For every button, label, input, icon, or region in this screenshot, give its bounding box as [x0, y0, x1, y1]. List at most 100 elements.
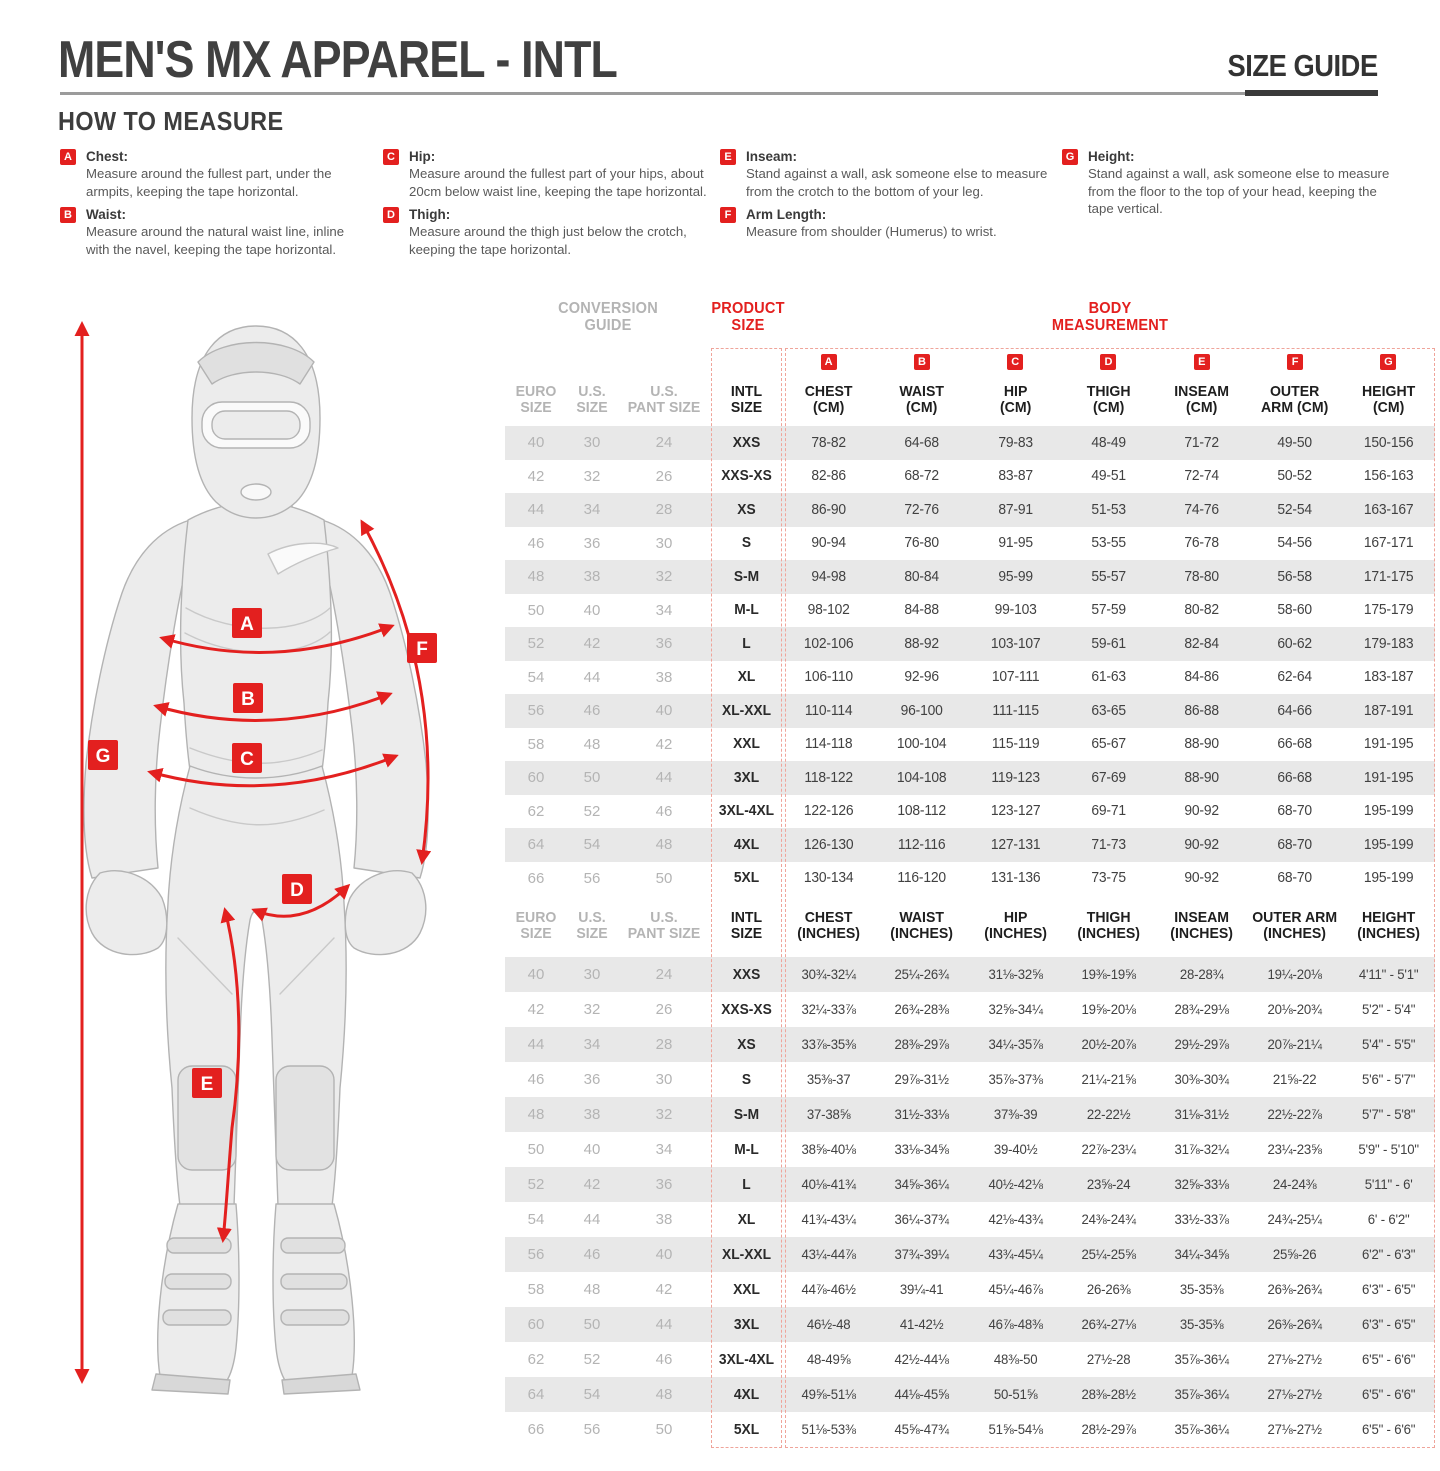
size-cell: 46½-48: [806, 1317, 851, 1332]
measure-item-body: Waist: Measure around the natural waist l…: [86, 206, 368, 258]
size-cell: 87-91: [997, 501, 1033, 518]
measure-item-text: Measure from shoulder (Humerus) to wrist…: [746, 224, 997, 239]
size-cell: 48: [583, 1281, 601, 1298]
size-cell: 195-199: [1363, 836, 1414, 853]
size-cell: L: [742, 635, 751, 652]
size-cell: 31⅛-32⅝: [988, 967, 1043, 982]
conversion-guide-header: CONVERSION GUIDE: [558, 300, 658, 334]
size-cell: 36¼-37¾: [894, 1212, 950, 1227]
size-cell: 6'5" - 6'6": [1361, 1387, 1416, 1402]
size-cell: 52: [583, 802, 601, 820]
size-cell: 43¼-44⅞: [801, 1247, 856, 1262]
inches-table-header: EURO SIZE U.S. SIZE U.S. PANT SIZE INTL SIZ…: [505, 895, 1435, 957]
size-cell: 123-127: [990, 803, 1040, 820]
boot-strap: [280, 1309, 350, 1326]
size-cell: 29⅞-31½: [894, 1072, 950, 1087]
size-cell: 26¾-27⅛: [1081, 1317, 1136, 1332]
size-cell: 40½-42⅛: [988, 1177, 1043, 1192]
size-row: 54 44 38 XL 106-110 92-96 107-111 61-63 84-86 62-…: [505, 661, 1435, 695]
size-cell: 38⅝-40⅛: [801, 1142, 856, 1157]
size-cell: 67-69: [1091, 769, 1126, 786]
size-cell: 171-175: [1363, 568, 1414, 585]
measure-item-label: Arm Length:: [746, 207, 827, 222]
size-cell: 42: [527, 467, 545, 485]
size-cell: 38: [655, 668, 673, 686]
size-cell: 46: [655, 802, 673, 820]
size-cell: 76-80: [904, 535, 940, 552]
size-row: 66 56 50 5XL 130-134 116-120 131-136 73-75 90-92…: [505, 862, 1435, 896]
header-rule: [60, 90, 1378, 96]
size-cell: 37-38⅝: [806, 1107, 851, 1122]
size-cell: 6'5" - 6'6": [1361, 1422, 1416, 1437]
figure-label-chest: [232, 608, 262, 638]
size-cell: 27½-28: [1086, 1352, 1131, 1367]
size-row: 60 50 44 3XL 46½-48 41-42½ 46⅞-48⅜ 26¾-27⅛ 35-35…: [505, 1307, 1435, 1342]
size-cell: 35⅞-37⅜: [988, 1072, 1043, 1087]
size-cell: 51⅝-54⅛: [988, 1422, 1043, 1437]
size-guide-label: SIZE GUIDE: [1227, 48, 1379, 83]
size-cell: 3XL-4XL: [718, 1351, 775, 1368]
column-header: EURO SIZE: [515, 908, 557, 942]
measure-letter-badge: A: [60, 149, 76, 165]
size-cell: 76-78: [1184, 535, 1220, 552]
measure-letter-badge: G: [1062, 149, 1078, 165]
figure-label-inseam: [192, 1068, 222, 1098]
size-cell: 46: [655, 1351, 673, 1368]
size-cell: 24: [655, 434, 673, 452]
size-cell: 20½-20⅞: [1081, 1037, 1136, 1052]
size-cell: 46: [527, 1071, 545, 1088]
size-cell: 65-67: [1091, 736, 1126, 753]
size-cell: 48-49: [1091, 434, 1126, 451]
size-cell: 94-98: [811, 568, 846, 585]
measure-item: F Arm Length: Measure from shoulder (Humer…: [720, 206, 1050, 241]
measure-item: E Inseam: Stand against a wall, ask someon…: [720, 148, 1050, 200]
column-header: WAIST (INCHES): [890, 908, 954, 942]
measure-item-body: Inseam: Stand against a wall, ask someone…: [746, 148, 1050, 200]
size-cell: 46: [527, 534, 545, 552]
size-cell: 50: [655, 1421, 673, 1438]
size-cell: 90-92: [1184, 836, 1220, 853]
size-cell: 22⅞-23¼: [1081, 1142, 1136, 1157]
size-cell: XL-XXL: [722, 702, 771, 719]
measure-item-label: Inseam:: [746, 149, 798, 164]
size-cell: 46: [583, 702, 601, 720]
size-cell: 46⅞-48⅜: [988, 1317, 1043, 1332]
size-cell: M-L: [734, 1141, 759, 1158]
figure-label-arm-letter: F: [416, 639, 428, 660]
size-cell: 30: [583, 966, 601, 983]
size-cell: 28¾-29⅛: [1174, 1002, 1230, 1017]
size-cell: S-M: [733, 568, 760, 585]
inches-table-body: 40 30 24 XXS 30¾-32¼ 25¼-26¾ 31⅛-32⅝ 19⅜-19⅝ 28-…: [505, 957, 1435, 1447]
column-header: U.S. PANT SIZE: [627, 908, 701, 942]
size-cell: 60-62: [1277, 635, 1313, 652]
size-cell: 42½-44⅛: [894, 1352, 950, 1367]
size-cell: 62-64: [1277, 669, 1313, 686]
size-cell: 46: [583, 1246, 601, 1263]
size-row: 64 54 48 4XL 49⅝-51⅛ 44⅛-45⅝ 50-51⅝ 28⅜-28½ 35⅞-…: [505, 1377, 1435, 1412]
size-cell: 19¼-20⅛: [1267, 967, 1323, 982]
size-cell: 6'2" - 6'3": [1361, 1247, 1416, 1262]
size-cell: 38: [583, 568, 601, 586]
size-cell: 6' - 6'2": [1367, 1212, 1410, 1227]
goggles-lens: [211, 410, 301, 440]
size-cell: 32¼-33⅞: [801, 1002, 856, 1017]
size-cell: 49-50: [1277, 434, 1313, 451]
figure-label-height: [88, 740, 118, 770]
size-cell: 42: [527, 1001, 545, 1018]
helmet-chin-vent: [240, 483, 272, 501]
size-cell: 40: [655, 1246, 673, 1263]
size-cell: 50: [655, 869, 673, 887]
size-cell: 24: [655, 966, 673, 983]
size-cell: 40: [583, 601, 601, 619]
size-cell: 68-72: [904, 468, 940, 485]
measure-item-body: Height: Stand against a wall, ask someone…: [1088, 148, 1392, 218]
size-cell: 88-92: [904, 635, 940, 652]
size-cell: 40: [583, 1141, 601, 1158]
size-cell: 33⅞-35⅜: [801, 1037, 856, 1052]
size-cell: 119-123: [990, 769, 1040, 786]
size-cell: 3XL: [733, 769, 760, 786]
measure-item-text: Measure around the thigh just below the …: [409, 224, 687, 257]
size-cell: 163-167: [1363, 501, 1414, 518]
column-header: INTL SIZE: [730, 382, 763, 416]
size-cell: 32: [655, 568, 673, 586]
